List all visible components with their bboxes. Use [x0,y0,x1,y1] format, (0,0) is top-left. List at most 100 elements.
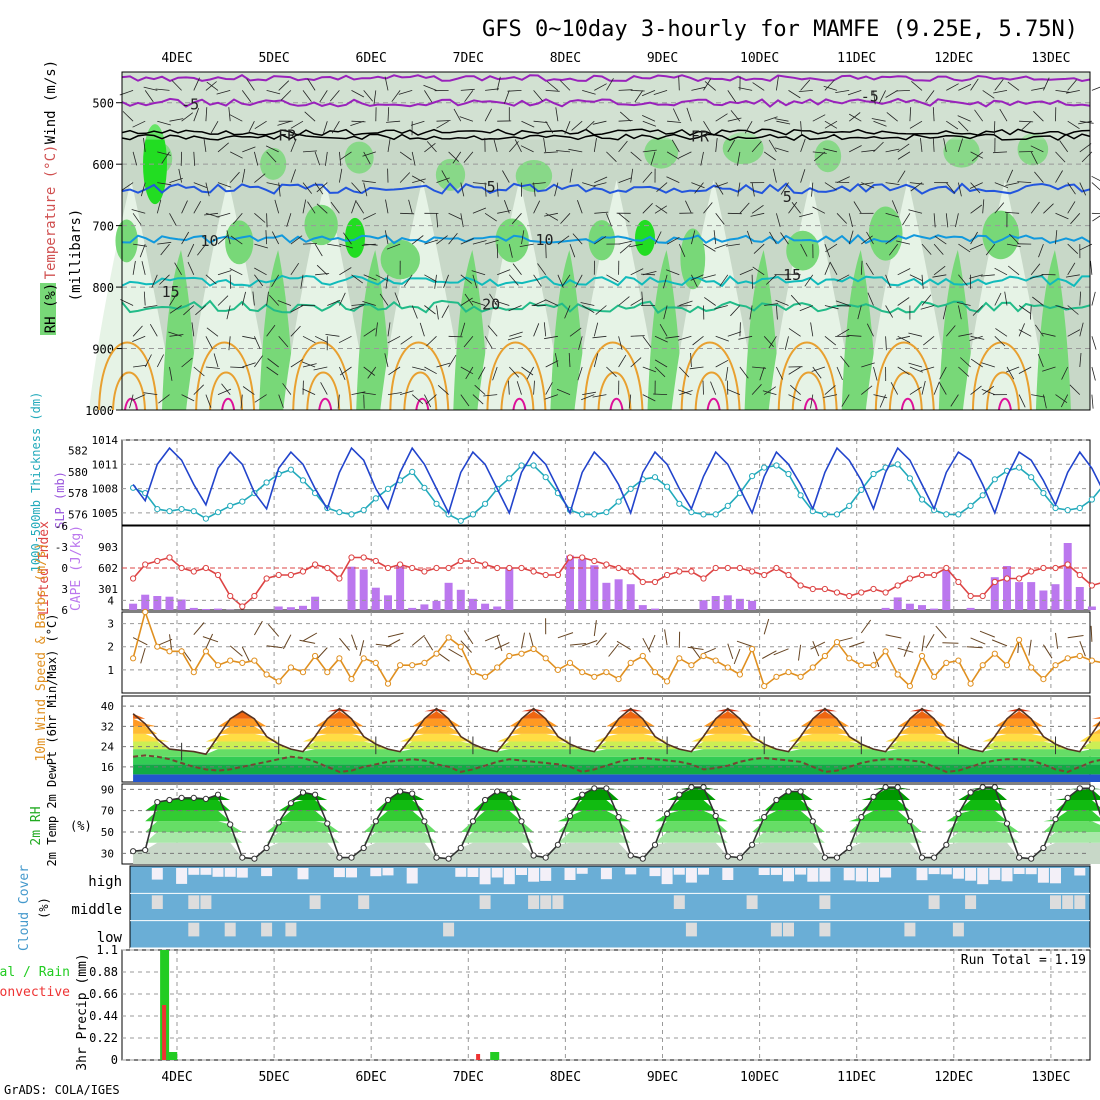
wind-speed-series-point [918,652,926,660]
wind-barb [958,366,970,377]
rh-series-point [202,795,209,803]
x-tick-label-bottom: 7DEC [453,1070,484,1085]
y-tick-label: 0 [111,1053,118,1067]
wind-barb [132,335,146,342]
wind-barb [942,305,947,320]
wind-barb [800,121,802,136]
wind-speed-series-point [275,678,282,685]
wind-barb [290,138,297,153]
y-tick-label: 32 [101,720,114,733]
wind-barb [316,182,328,193]
wind-barb [410,120,425,126]
wind-barb [690,274,704,281]
wind-barb [385,639,401,648]
wind-speed-series-point [991,650,998,657]
y-tick-label: 500 [92,97,114,111]
wind-barb [533,380,535,395]
wind-barb [424,394,432,408]
wind-barb [580,302,595,306]
wind-barb [205,394,212,408]
wind-barb [853,201,862,214]
wind-barb [290,325,301,337]
wind-barb [640,273,656,276]
wind-barb [460,366,474,375]
wind-barb [197,243,207,256]
wind-barb [497,269,511,276]
wind-barb [592,120,607,125]
wind-barb [302,199,307,214]
wind-barb [278,182,281,197]
wind-barb [897,335,911,344]
wind-barb [508,380,510,395]
wind-barb [824,120,838,129]
wind-barb [642,203,653,214]
x-tick-label-bottom: 9DEC [647,1070,678,1085]
lifted-index-series-point [797,582,804,589]
wind-barb [520,145,534,153]
rh-moist-region [1035,250,1071,410]
wind-barb [909,182,924,185]
wind-barb [744,121,753,134]
rh-series-point [979,784,986,791]
cape-bar [201,609,210,610]
wind-barb [247,121,255,134]
wind-speed-series-point [263,671,270,678]
wind-barb [836,176,850,183]
thickness-series-point [202,515,209,522]
wind-barb [1018,329,1032,337]
wind-barb [763,151,776,161]
wind-barb [799,305,813,312]
wind-barb [351,90,365,98]
wind-barb [460,297,473,306]
rh-series-point [214,791,222,798]
wind-barb [302,182,313,194]
wind-barb [351,182,362,194]
y-tick-label: 800 [92,281,114,295]
lifted-index-series-point [190,568,197,575]
wind-speed-series-point [955,657,962,664]
wind-barb [412,366,426,371]
wind-barb [659,323,668,337]
wind-speed-series-point [130,655,137,662]
cloud-cell [516,868,527,875]
wind-barb [460,213,464,228]
wind-barb [133,364,147,368]
wind-barb [618,296,630,306]
wind-barb [630,168,634,183]
legend-convective: Convective [0,985,70,1000]
cloud-row-label: high [88,874,122,890]
wind-barb [460,394,470,407]
wind-barb [1090,260,1093,275]
wind-barb [266,324,276,337]
wind-barb [667,120,682,123]
wind-barb [678,389,692,395]
wind-barb [399,151,412,161]
wind-barb [812,366,822,379]
wind-barb [829,262,838,275]
wind-barb [800,79,811,91]
wind-barb [254,212,266,223]
ylabel-rh2m: 2m RH [29,806,44,845]
wind-barb [290,120,304,129]
wind-barb [253,620,263,636]
wind-barb [776,120,791,125]
thickness-series-point [1028,474,1035,481]
contour-label: 20 [482,295,500,313]
wind-barb [362,151,376,157]
cloud-cell [188,922,200,937]
wind-barb [424,305,436,315]
y-tick-label: 6 [61,604,68,617]
wind-barb [810,394,814,409]
x-tick-label-top: 5DEC [258,51,289,66]
wind-barb [594,236,607,245]
wind-barb [616,640,631,651]
wind-barb [836,366,843,381]
wind-barb [560,213,571,224]
wind-barb [925,90,935,102]
temperature-contour [121,182,1091,195]
wind-barb [425,394,437,405]
thickness-series-point [749,473,756,480]
cloud-cell [649,868,661,877]
ylabel-temperature: Temperature (°C) [43,145,59,280]
wind-barb [385,199,389,214]
